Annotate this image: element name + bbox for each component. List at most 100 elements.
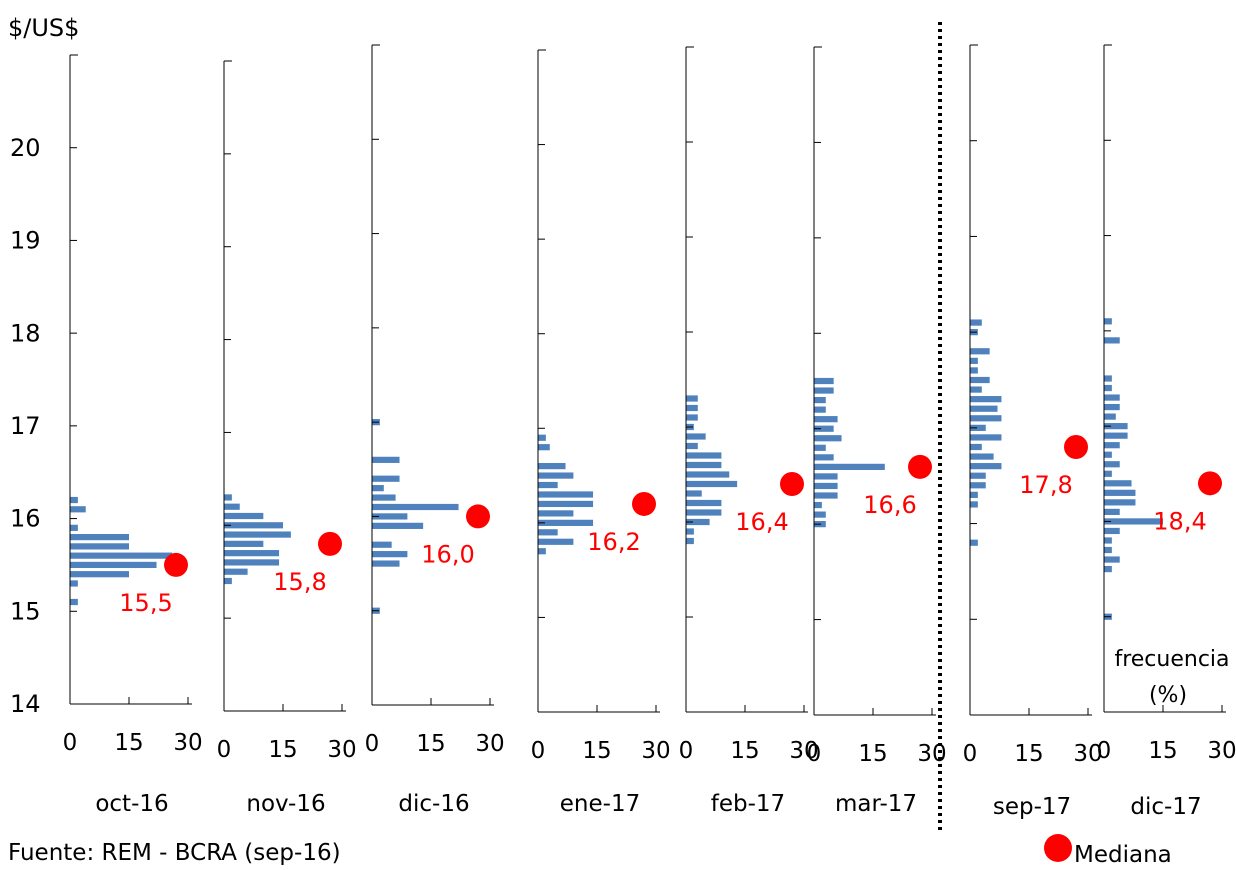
histogram-bar: [814, 406, 826, 413]
panel-dic-17: 0 15 30 dic-17 18,4: [1097, 44, 1236, 820]
histogram-bar: [1104, 527, 1120, 535]
median-label: 16,0: [421, 540, 474, 568]
histogram-bar: [814, 396, 826, 404]
histogram-bar: [1104, 384, 1112, 392]
histogram-bar: [970, 319, 982, 326]
median-marker: [1198, 471, 1222, 496]
histogram-bar: [970, 453, 994, 460]
histogram-bar: [970, 443, 982, 451]
histogram-bar: [372, 541, 392, 548]
y-axis-label: $/US$: [8, 14, 79, 42]
histogram-bar: [224, 503, 240, 510]
histogram-bar: [814, 454, 834, 461]
histogram-bar: [372, 551, 408, 558]
histogram-bar: [1104, 565, 1112, 573]
x-tick-label: 30: [789, 738, 818, 764]
histogram-bar: [814, 377, 834, 385]
histogram-bar: [224, 577, 232, 585]
histogram-bar: [70, 580, 78, 587]
x-tick-label: 30: [475, 731, 504, 757]
x-tick-label: 15: [416, 731, 445, 757]
histogram-bar: [70, 534, 129, 541]
histogram-bar: [686, 528, 694, 535]
histogram-bar: [224, 559, 280, 566]
histogram-bar: [970, 482, 986, 489]
histogram-bar: [70, 552, 173, 559]
histogram-bar: [1104, 480, 1132, 487]
histogram-bar: [1104, 413, 1116, 420]
source-note: Fuente: REM - BCRA (sep-16): [8, 840, 341, 866]
histogram-bar: [1104, 556, 1120, 563]
median-marker: [632, 491, 656, 516]
histogram-bar: [538, 519, 594, 526]
histogram-bar: [70, 571, 129, 578]
histogram-bar: [686, 414, 698, 421]
histogram-bar: [970, 415, 1002, 422]
histogram-bar: [224, 531, 291, 538]
x-tick-label: 0: [679, 738, 694, 764]
x-axis-label-line2: (%): [1149, 683, 1187, 708]
histogram-bar: [538, 463, 566, 470]
legend-median-marker: [1044, 834, 1072, 862]
histogram-bar: [70, 561, 157, 569]
histogram-bar: [372, 485, 384, 492]
x-tick-label: 0: [217, 737, 232, 763]
histogram-bar: [686, 404, 698, 412]
histogram-bar: [686, 480, 738, 488]
y-tick-label: 20: [10, 134, 41, 162]
histogram-bar: [1104, 423, 1128, 430]
histogram-bar: [970, 396, 1002, 403]
median-label: 16,6: [863, 491, 916, 519]
histogram-bar: [970, 539, 978, 546]
median-label: 15,8: [273, 568, 326, 596]
histogram-bar: [70, 598, 78, 606]
histogram-panels: 0 15 30 oct-16 15,5 0 15 30 nov-16 15,8 0 15 30 dic-1…: [63, 44, 1236, 820]
histogram-bar: [814, 492, 838, 499]
histogram-bar: [814, 416, 838, 423]
histogram-bar: [1104, 518, 1163, 525]
panel-label: oct-16: [95, 791, 168, 817]
x-tick-label: 30: [1073, 741, 1102, 767]
histogram-bar: [970, 348, 990, 355]
x-tick-label: 0: [963, 741, 978, 767]
histogram-bar: [372, 522, 424, 529]
panel-sep-17: 0 15 30 sep-17 17,8: [963, 44, 1103, 820]
histogram-bar: [686, 518, 710, 526]
histogram-bar: [224, 512, 264, 520]
x-tick-label: 30: [173, 730, 202, 756]
histogram-bar: [1104, 432, 1128, 439]
histogram-bar: [224, 568, 248, 575]
histogram-bar: [814, 501, 822, 509]
median-marker: [1064, 435, 1088, 459]
panel-nov-16: 0 15 30 nov-16 15,8: [217, 60, 357, 817]
histogram-bar: [686, 433, 706, 440]
histogram-bar: [1104, 470, 1112, 477]
median-marker: [908, 454, 932, 479]
histogram-bar: [686, 490, 702, 497]
histogram-bar: [372, 503, 459, 511]
histogram-bar: [686, 499, 722, 507]
median-label: 18,4: [1153, 507, 1206, 535]
panel-feb-17: 0 15 30 feb-17 16,4: [679, 46, 819, 817]
histogram-bar: [1104, 546, 1112, 554]
histogram-bar: [970, 405, 998, 412]
histogram-bar: [372, 513, 408, 520]
x-tick-label: 0: [63, 730, 78, 756]
y-tick-label: 18: [10, 319, 41, 347]
median-marker: [318, 531, 342, 556]
x-tick-label: 15: [1148, 738, 1177, 764]
y-tick-label: 19: [10, 227, 41, 255]
panel-label: ene-17: [560, 791, 640, 817]
median-marker: [466, 504, 490, 529]
histogram-bar: [70, 543, 129, 550]
histogram-bar: [1104, 394, 1120, 401]
histogram-bar: [686, 461, 722, 469]
histogram-bar: [970, 376, 990, 384]
histogram-bar: [1104, 318, 1112, 325]
legend-median-label: Mediana: [1074, 842, 1172, 866]
histogram-bar: [1104, 375, 1112, 382]
histogram-bar: [538, 510, 574, 517]
histogram-bar: [538, 472, 574, 479]
